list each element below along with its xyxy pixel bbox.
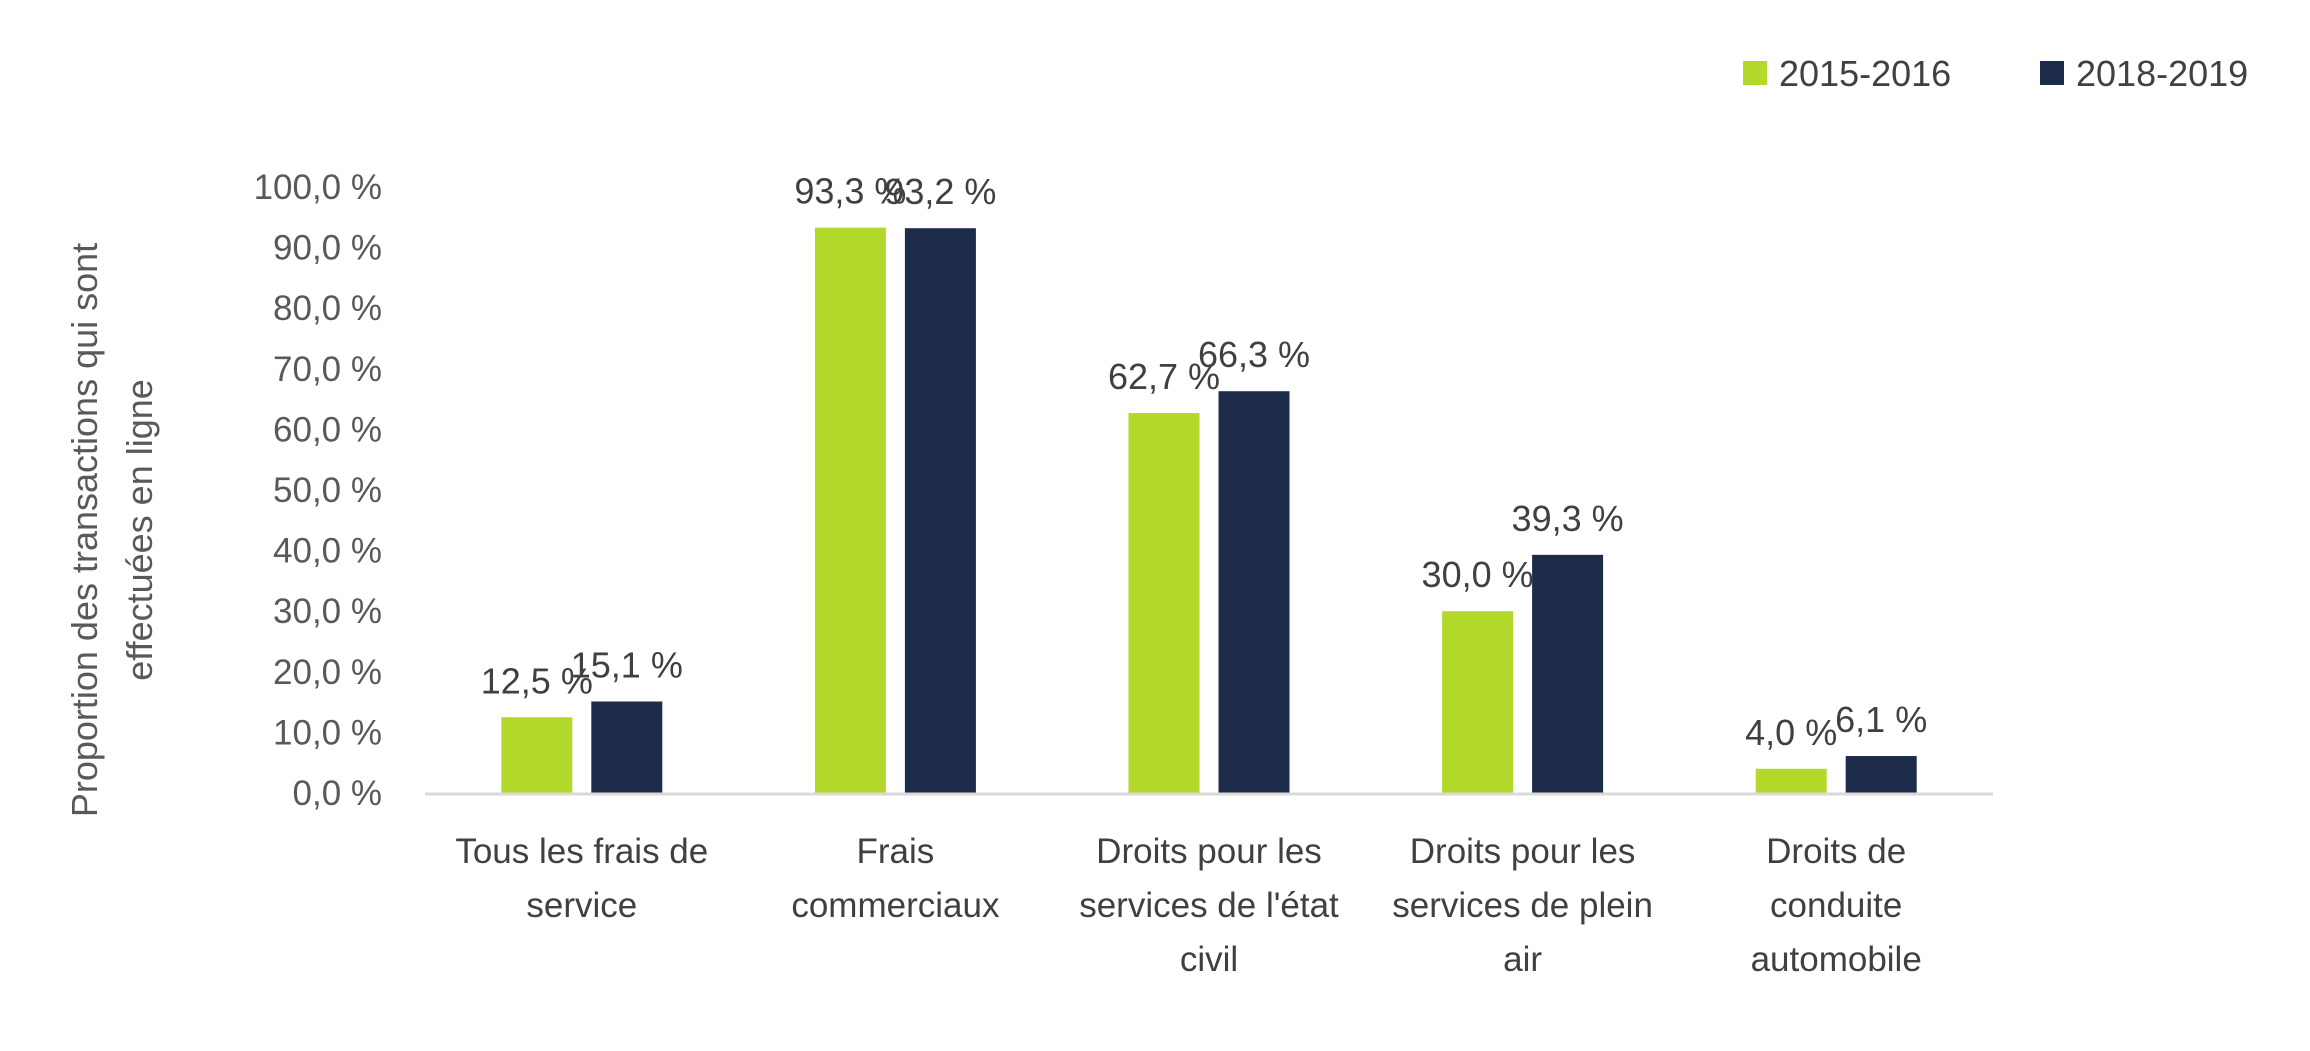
bar-2015-2016-3 (1442, 611, 1514, 793)
y-axis-title-line: effectuées en ligne (119, 379, 160, 681)
data-label: 39,3 % (1512, 498, 1624, 539)
bar-2015-2016-1 (814, 227, 886, 794)
data-label: 4,0 % (1745, 712, 1837, 753)
legend-swatch (1743, 61, 1767, 85)
category-label-line: civil (1180, 940, 1238, 979)
category-label-line: conduite (1770, 886, 1902, 925)
data-label: 66,3 % (1198, 334, 1310, 375)
data-label: 12,5 % (481, 660, 593, 701)
bar-2015-2016-2 (1128, 413, 1200, 793)
x-axis-category-labels: Tous les frais de service Frais commerciaux… (455, 832, 1921, 979)
y-tick-label: 10,0 % (273, 713, 382, 752)
legend-label: 2018-2019 (2076, 53, 2248, 94)
data-label: 30,0 % (1422, 554, 1534, 595)
y-axis-ticks: 0,0 % 10,0 % 20,0 % 30,0 % 40,0 % 50,0 % 60,0 … (254, 168, 382, 813)
category-label-line: Frais (857, 832, 935, 871)
y-tick-label: 60,0 % (273, 410, 382, 449)
y-axis-title-line: Proportion des transactions qui sont (64, 243, 105, 817)
category-label-line: services de l'état (1079, 886, 1339, 925)
y-tick-label: 0,0 % (293, 774, 383, 813)
bars (501, 227, 1917, 794)
category-label-line: Droits pour les (1410, 832, 1636, 871)
y-tick-label: 50,0 % (273, 471, 382, 510)
legend-label: 2015-2016 (1779, 53, 1951, 94)
data-label: 93,2 % (884, 171, 996, 212)
category-label-line: commerciaux (791, 886, 1000, 925)
data-labels: 12,5 %15,1 % 93,3 %93,2 % 62,7 %66,3 % 30,0… (481, 171, 1927, 753)
y-tick-label: 40,0 % (273, 532, 382, 571)
category-label-line: Droits de (1766, 832, 1906, 871)
category-label-line: air (1503, 940, 1542, 979)
category-label-line: services de plein (1392, 886, 1653, 925)
category-label-line: Tous les frais de (455, 832, 708, 871)
y-tick-label: 90,0 % (273, 229, 382, 268)
y-tick-label: 80,0 % (273, 289, 382, 328)
bar-2015-2016-4 (1755, 768, 1827, 793)
legend-swatch (2040, 61, 2064, 85)
y-tick-label: 100,0 % (254, 168, 382, 207)
bar-2018-2019-1 (904, 228, 976, 793)
data-label: 62,7 % (1108, 356, 1220, 397)
bar-2018-2019-4 (1845, 756, 1917, 793)
bar-2018-2019-0 (591, 701, 663, 793)
category-label-line: Droits pour les (1096, 832, 1322, 871)
data-label: 93,3 % (794, 171, 906, 212)
y-axis-title: Proportion des transactions qui sont effe… (64, 243, 160, 817)
y-tick-label: 20,0 % (273, 653, 382, 692)
bar-2018-2019-2 (1218, 391, 1290, 793)
y-tick-label: 30,0 % (273, 592, 382, 631)
y-tick-label: 70,0 % (273, 350, 382, 389)
data-label: 15,1 % (571, 644, 683, 685)
data-label: 6,1 % (1835, 699, 1927, 740)
category-label-line: automobile (1751, 940, 1922, 979)
category-label-line: service (526, 886, 637, 925)
legend: 2015-2016 2018-2019 (1743, 53, 2248, 94)
bar-2018-2019-3 (1532, 554, 1604, 793)
bar-2015-2016-0 (501, 717, 573, 793)
